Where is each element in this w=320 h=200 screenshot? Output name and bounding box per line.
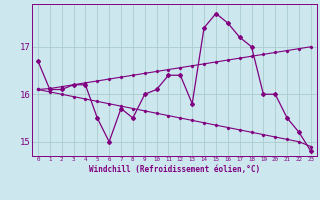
X-axis label: Windchill (Refroidissement éolien,°C): Windchill (Refroidissement éolien,°C) xyxy=(89,165,260,174)
